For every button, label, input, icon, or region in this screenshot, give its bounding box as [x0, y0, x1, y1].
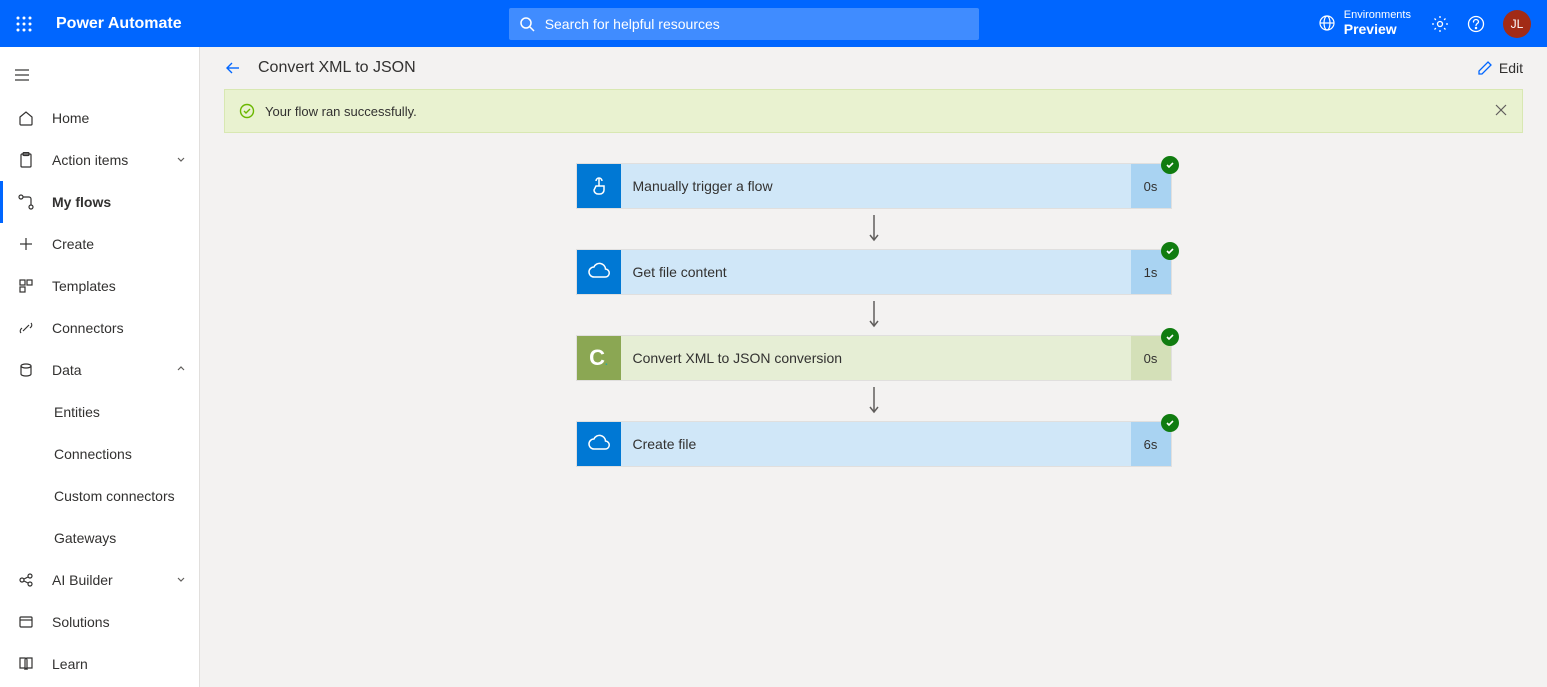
sidebar-toggle[interactable] [0, 53, 199, 97]
waffle-icon [16, 16, 32, 32]
sidebar-sub-custom-connectors[interactable]: Custom connectors [0, 475, 199, 517]
gear-icon [1431, 15, 1449, 33]
flow-icon [14, 194, 38, 210]
chevron-down-icon [175, 152, 199, 168]
globe-icon [1318, 14, 1336, 32]
sidebar-sub-entities[interactable]: Entities [0, 391, 199, 433]
step-type-icon [577, 164, 621, 208]
settings-button[interactable] [1431, 15, 1449, 33]
sidebar-item-label: Action items [52, 152, 175, 168]
avatar[interactable]: JL [1503, 10, 1531, 38]
sidebar-item-my-flows[interactable]: My flows [0, 181, 199, 223]
hamburger-icon [14, 67, 30, 83]
flow-step[interactable]: Manually trigger a flow 0s [576, 163, 1172, 209]
sidebar-item-home[interactable]: Home [0, 97, 199, 139]
plus-icon [14, 236, 38, 252]
search-input[interactable] [509, 8, 979, 40]
sidebar-item-data[interactable]: Data [0, 349, 199, 391]
environment-label: Environments [1344, 10, 1411, 21]
step-label: Manually trigger a flow [621, 164, 1131, 208]
clipboard-icon [14, 152, 38, 168]
step-success-icon [1161, 156, 1179, 174]
sidebar-item-label: Data [52, 362, 175, 378]
app-launcher-button[interactable] [0, 0, 48, 47]
top-bar: Power Automate Environments Preview JL [0, 0, 1547, 47]
sidebar-item-ai-builder[interactable]: AI Builder [0, 559, 199, 601]
arrow-down-icon [866, 299, 882, 331]
help-button[interactable] [1467, 15, 1485, 33]
sidebar: Home Action items My flows Create Templa… [0, 47, 200, 687]
step-type-icon [577, 250, 621, 294]
success-banner: Your flow ran successfully. [224, 89, 1523, 133]
chevron-up-icon [175, 362, 199, 378]
back-button[interactable] [224, 59, 242, 77]
flow-step[interactable]: Create file 6s [576, 421, 1172, 467]
edit-button[interactable]: Edit [1477, 60, 1523, 76]
sidebar-item-label: My flows [52, 194, 199, 210]
sidebar-sub-connections[interactable]: Connections [0, 433, 199, 475]
environment-picker[interactable]: Environments Preview [1306, 10, 1423, 38]
sidebar-item-connectors[interactable]: Connectors [0, 307, 199, 349]
chevron-down-icon [175, 572, 199, 588]
step-success-icon [1161, 242, 1179, 260]
sidebar-item-action-items[interactable]: Action items [0, 139, 199, 181]
arrow-left-icon [224, 59, 242, 77]
search-wrap [182, 8, 1306, 40]
connector-icon [14, 320, 38, 336]
sidebar-sub-gateways[interactable]: Gateways [0, 517, 199, 559]
close-icon [1494, 103, 1508, 117]
sidebar-item-label: Create [52, 236, 199, 252]
step-label: Convert XML to JSON conversion [621, 336, 1131, 380]
data-icon [14, 362, 38, 378]
pencil-icon [1477, 60, 1493, 76]
sidebar-item-templates[interactable]: Templates [0, 265, 199, 307]
environment-name: Preview [1344, 21, 1411, 38]
flow-connector [576, 381, 1172, 421]
solutions-icon [14, 614, 38, 630]
step-label: Get file content [621, 250, 1131, 294]
sidebar-item-label: Home [52, 110, 199, 126]
sidebar-item-label: Connections [54, 446, 132, 462]
arrow-down-icon [866, 213, 882, 245]
book-icon [14, 656, 38, 672]
page-title: Convert XML to JSON [258, 59, 416, 77]
sidebar-item-label: Solutions [52, 614, 199, 630]
step-type-icon [577, 422, 621, 466]
product-name: Power Automate [48, 15, 182, 33]
ai-icon [14, 572, 38, 588]
step-success-icon [1161, 328, 1179, 346]
banner-message: Your flow ran successfully. [265, 104, 417, 119]
edit-label: Edit [1499, 60, 1523, 76]
banner-close-button[interactable] [1494, 103, 1508, 120]
step-success-icon [1161, 414, 1179, 432]
flow-canvas: Manually trigger a flow 0s Get file cont… [200, 133, 1547, 687]
flow-connector [576, 295, 1172, 335]
step-label: Create file [621, 422, 1131, 466]
arrow-down-icon [866, 385, 882, 417]
sidebar-item-label: Gateways [54, 530, 116, 546]
sidebar-item-label: Custom connectors [54, 488, 175, 504]
flow-step[interactable]: C. Convert XML to JSON conversion 0s [576, 335, 1172, 381]
flow-connector [576, 209, 1172, 249]
sidebar-item-create[interactable]: Create [0, 223, 199, 265]
flow-step[interactable]: Get file content 1s [576, 249, 1172, 295]
main-content: Convert XML to JSON Edit Your flow ran s… [200, 47, 1547, 687]
check-circle-icon [239, 103, 255, 119]
breadcrumb-bar: Convert XML to JSON Edit [200, 47, 1547, 89]
sidebar-item-label: Templates [52, 278, 199, 294]
sidebar-item-label: Entities [54, 404, 100, 420]
sidebar-item-label: Connectors [52, 320, 199, 336]
sidebar-item-learn[interactable]: Learn [0, 643, 199, 685]
sidebar-item-label: Learn [52, 656, 199, 672]
template-icon [14, 278, 38, 294]
sidebar-item-solutions[interactable]: Solutions [0, 601, 199, 643]
sidebar-item-label: AI Builder [52, 572, 175, 588]
step-type-icon: C. [577, 336, 621, 380]
home-icon [14, 110, 38, 126]
help-icon [1467, 15, 1485, 33]
